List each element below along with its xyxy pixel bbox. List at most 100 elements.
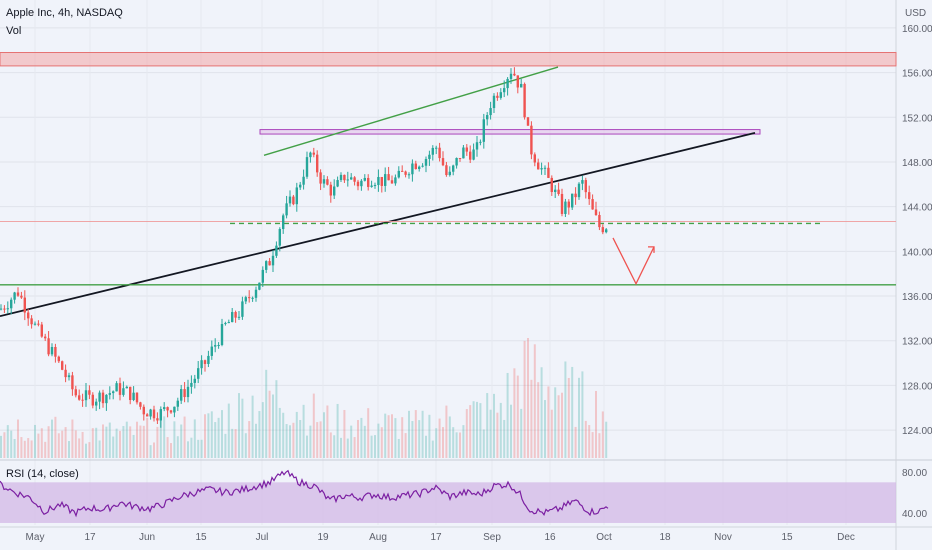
volume-bar bbox=[312, 393, 315, 458]
candle-body bbox=[118, 383, 122, 395]
volume-bar bbox=[581, 371, 584, 458]
candle-body bbox=[601, 227, 604, 233]
time-tick-label: Dec bbox=[837, 532, 855, 543]
volume-bar bbox=[319, 421, 322, 458]
candle-body bbox=[129, 386, 132, 401]
volume-bar bbox=[173, 421, 176, 458]
candle-body bbox=[305, 157, 309, 177]
volume-bar bbox=[578, 377, 580, 458]
candle-body bbox=[438, 147, 441, 159]
price-tick-label: 140.00 bbox=[902, 247, 932, 258]
candle-body bbox=[486, 115, 489, 120]
candle-body bbox=[186, 386, 190, 398]
candle-body bbox=[152, 409, 156, 419]
volume-bar bbox=[510, 404, 512, 458]
price-tick-label: 148.00 bbox=[902, 158, 932, 169]
candle-body bbox=[275, 245, 278, 256]
volume-bar bbox=[217, 417, 220, 458]
candle-body bbox=[302, 176, 305, 185]
volume-bar bbox=[486, 393, 489, 458]
volume-bars bbox=[0, 338, 608, 458]
candle-body bbox=[169, 410, 173, 413]
candle-body bbox=[112, 391, 115, 394]
volume-bar bbox=[595, 390, 597, 458]
candle-body bbox=[20, 295, 23, 298]
volume-bar bbox=[248, 421, 251, 458]
candle-body bbox=[37, 323, 40, 325]
candle-body bbox=[173, 406, 176, 413]
candle-body bbox=[146, 414, 149, 417]
candle-body bbox=[78, 395, 81, 400]
volume-bar bbox=[200, 439, 203, 458]
volume-bar bbox=[391, 414, 393, 458]
volume-bar bbox=[469, 405, 472, 458]
volume-bar bbox=[251, 395, 254, 458]
candle-body bbox=[356, 181, 360, 187]
candle-body bbox=[64, 369, 67, 378]
volume-label: Vol bbox=[6, 25, 21, 37]
volume-bar bbox=[452, 427, 455, 458]
candle-body bbox=[44, 336, 47, 339]
volume-bar bbox=[326, 405, 329, 458]
volume-bar bbox=[125, 421, 128, 458]
projection-arrow bbox=[612, 237, 655, 286]
volume-bar bbox=[227, 403, 230, 458]
candle-body bbox=[292, 196, 295, 205]
candle-body bbox=[6, 308, 9, 310]
volume-bar bbox=[360, 417, 363, 458]
candle-body bbox=[122, 388, 125, 395]
trend-line bbox=[263, 66, 559, 156]
candle-body bbox=[319, 172, 322, 184]
volume-bar bbox=[462, 425, 465, 458]
volume-bar bbox=[598, 433, 601, 458]
volume-bar bbox=[431, 440, 434, 458]
candle-body bbox=[278, 229, 281, 246]
volume-bar bbox=[377, 423, 380, 458]
volume-bar bbox=[64, 427, 67, 458]
candle-body bbox=[526, 117, 530, 126]
candle-body bbox=[445, 165, 448, 176]
volume-bar bbox=[193, 419, 196, 458]
volume-bar bbox=[115, 428, 118, 458]
volume-bar bbox=[472, 401, 475, 458]
candle-body bbox=[394, 177, 397, 184]
price-tick-label: 128.00 bbox=[902, 381, 932, 392]
volume-bar bbox=[591, 432, 594, 458]
candle-body bbox=[543, 167, 547, 169]
candle-body bbox=[180, 389, 183, 401]
volume-bar bbox=[40, 428, 43, 458]
volume-bar bbox=[404, 433, 407, 458]
candle-body bbox=[203, 360, 207, 364]
time-tick-label: Jul bbox=[256, 532, 269, 543]
volume-bar bbox=[112, 436, 115, 458]
volume-bar bbox=[210, 411, 213, 458]
volume-bar bbox=[159, 416, 162, 458]
volume-bar bbox=[282, 412, 285, 458]
volume-bar bbox=[503, 419, 506, 458]
candle-body bbox=[554, 189, 557, 193]
candle-body bbox=[193, 378, 196, 383]
candle-body bbox=[159, 409, 162, 421]
candle-body bbox=[574, 193, 577, 198]
candle-body bbox=[156, 418, 159, 421]
candle-body bbox=[370, 185, 373, 187]
candle-body bbox=[387, 174, 390, 181]
time-tick-label: May bbox=[26, 532, 45, 543]
volume-bar bbox=[238, 393, 240, 458]
volume-bar bbox=[346, 438, 349, 458]
volume-bar bbox=[544, 400, 546, 458]
candle-body bbox=[567, 201, 570, 208]
volume-bar bbox=[323, 412, 325, 458]
candle-body bbox=[81, 399, 84, 401]
candle-body bbox=[499, 92, 502, 98]
candle-body bbox=[231, 312, 234, 323]
candle-body bbox=[540, 168, 543, 170]
candle-body bbox=[149, 409, 152, 417]
volume-bar bbox=[442, 427, 444, 458]
currency-label[interactable]: USD bbox=[905, 8, 926, 19]
volume-bar bbox=[91, 428, 94, 458]
candle-body bbox=[537, 162, 540, 170]
volume-bar bbox=[187, 441, 189, 458]
